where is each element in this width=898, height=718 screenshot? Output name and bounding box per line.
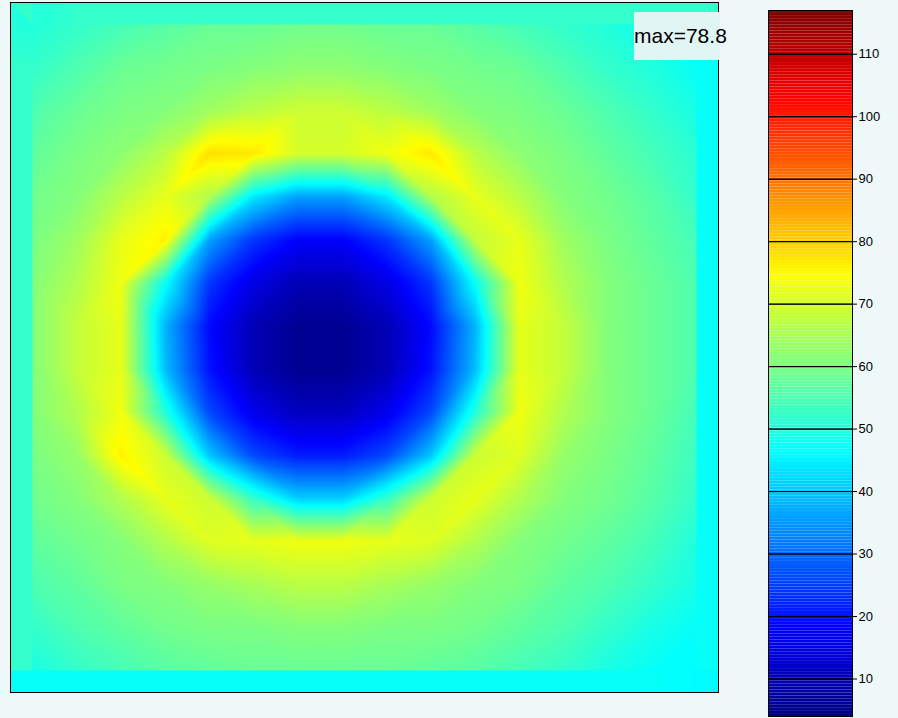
svg-text:30: 30 — [859, 546, 873, 561]
svg-text:10: 10 — [859, 671, 873, 686]
svg-text:20: 20 — [859, 609, 873, 624]
svg-text:110: 110 — [859, 46, 880, 61]
html-text:max=78.8: max=78.8 — [634, 24, 727, 47]
svg-text:90: 90 — [859, 171, 873, 186]
svg-text:70: 70 — [859, 296, 873, 311]
svg-text:80: 80 — [859, 234, 873, 249]
svg-text:100: 100 — [859, 109, 881, 124]
svg-text:50: 50 — [859, 421, 873, 436]
svg-text:40: 40 — [859, 484, 873, 499]
svg-text:60: 60 — [859, 359, 873, 374]
